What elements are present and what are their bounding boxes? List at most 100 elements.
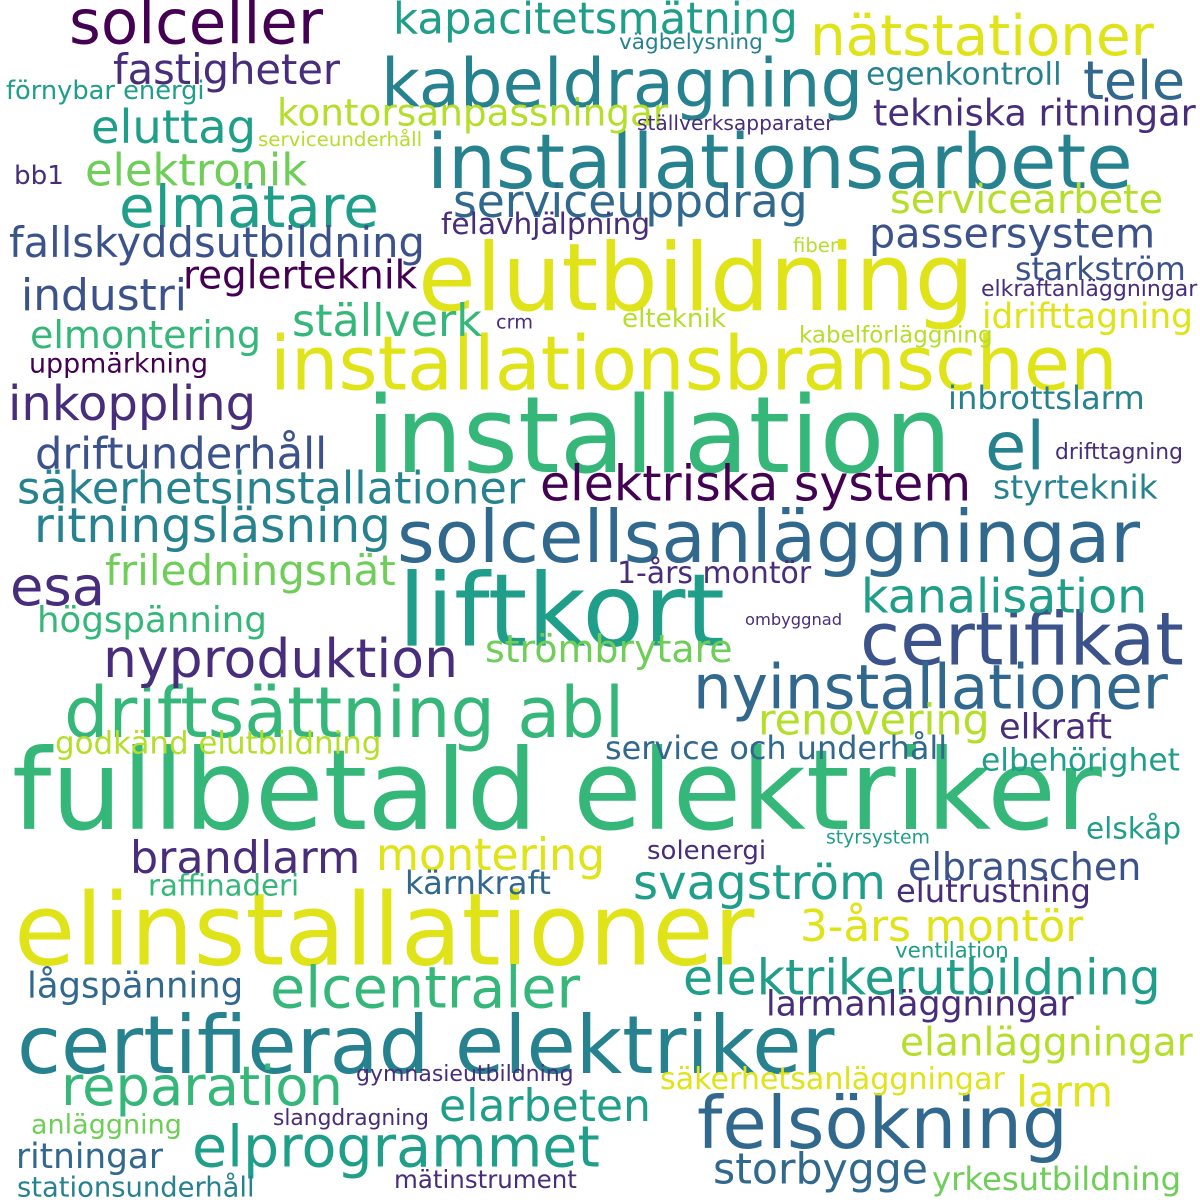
word-esa: esa [10,554,105,618]
word-elkraftanlaggningar: elkraftanläggningar [981,277,1198,302]
word-kapacitetsmatning: kapacitetsmätning [393,0,798,45]
word-fornybar-energi: förnybar energi [6,76,205,107]
word-elutbildning: elutbildning [418,224,975,334]
word-anlaggning: anläggning [31,1109,182,1141]
word-godkand-elutbildning: godkänd elutbildning [55,725,382,762]
word-3-ars-montor: 3-års montör [800,902,1084,953]
word-inkoppling: inkoppling [8,375,257,432]
word-servicearbete: servicearbete [890,177,1164,224]
word-friledningsnat: friledningsnät [105,545,396,595]
word-serviceunderhall: serviceunderhåll [258,128,423,152]
word-elprogrammet: elprogrammet [192,1114,600,1181]
word-vagbelysning: vägbelysning [619,30,763,56]
word-industri: industri [21,270,188,322]
word-ritningar: ritningar [16,1136,163,1177]
word-matinstrument: mätinstrument [394,1164,577,1194]
word-kabelforlaggning: kabelförläggning [799,322,993,349]
word-elbranschen: elbranschen [908,845,1142,889]
word-lagspanning: lågspänning [27,965,244,1007]
word-nyinstallationer: nyinstallationer [693,652,1168,724]
word-kabeldragning: kabeldragning [381,44,864,123]
word-certifikat: certifikat [860,597,1184,683]
word-brandlarm: brandlarm [130,832,361,884]
word-fastigheter: fastigheter [113,45,341,95]
word-styrteknik: styrteknik [993,467,1158,507]
word-elbehorighet: elbehörighet [981,742,1180,779]
word-sakerhetsinstallationer: säkerhetsinstallationer [17,462,526,515]
word-elteknik: elteknik [622,303,726,334]
word-elskap: elskåp [1086,811,1182,846]
word-hogspanning: högspänning [37,600,267,642]
word-montering: montering [376,829,606,881]
word-larm: larm [1016,1067,1114,1118]
word-stationsunderhall: stationsunderhåll [17,1172,255,1200]
word-elarbeten: elarbeten [439,1080,652,1132]
word-1-ars-montor: 1-års montör [617,556,812,592]
word-karnkraft: kärnkraft [405,863,551,902]
word-elinstallationer: elinstallationer [14,873,755,989]
word-elektronik: elektronik [85,144,308,197]
word-installationsarbete: installationsarbete [427,118,1133,207]
word-slangdragning: slangdragning [273,1106,429,1132]
word-drifttagning: drifttagning [1055,440,1183,466]
word-stallverksapparater: ställverksapparater [637,110,834,135]
word-solcellsanlaggningar: solcellsanläggningar [397,495,1140,580]
word-felavhjalpning: felavhjälpning [441,207,651,242]
word-kanalisation: kanalisation [861,569,1148,625]
word-felsokning: felsökning [697,1081,1068,1166]
word-renovering: renovering [758,695,990,746]
word-certifierad-elektriker: certifierad elektriker [17,998,835,1092]
word-installation: installation [366,374,952,498]
word-installationsbranschen: installationsbranschen [270,319,1118,408]
word-elmontering: elmontering [30,313,261,357]
word-elanlaggningar: elanläggningar [900,1020,1193,1066]
word-ritningslasning: ritningsläsning [34,497,391,554]
word-solenergi: solenergi [647,836,767,866]
word-driftsattning-abl: driftsättning abl [64,671,625,754]
word-elkraft: elkraft [999,706,1113,748]
word-larmanlaggningar: larmanläggningar [766,984,1074,1025]
word-service-och-underhall: service och underhåll [605,729,948,768]
word-styrsystem: styrsystem [826,827,930,849]
word-elektriska-system: elektriska system [540,455,972,513]
word-elcentraler: elcentraler [270,954,581,1022]
word-storbygge: storbygge [713,1144,928,1195]
word-svagstrom: svagström [633,854,886,911]
word-reglerteknik: reglerteknik [183,253,418,299]
word-el: el [985,407,1046,486]
word-crm: crm [496,310,533,334]
word-elektrikerutbildning: elektrikerutbildning [683,949,1161,1007]
word-fallskyddsutbildning: fallskyddsutbildning [9,218,425,268]
word-nyproduktion: nyproduktion [103,627,459,691]
word-elmatare: elmätare [119,173,379,242]
word-elutrustning: elutrustning [896,871,1091,910]
word-starkstrom: starkström [1015,252,1186,289]
word-yrkesutbildning: yrkesutbildning [932,1159,1182,1198]
word-passersystem: passersystem [869,209,1156,258]
word-kontorsanpassningar: kontorsanpassningar [277,90,669,135]
word-gymnasieutbildning: gymnasieutbildning [356,1062,574,1087]
word-inbrottslarm: inbrottslarm [948,378,1145,417]
word-ombyggnad: ombyggnad [745,609,843,629]
word-idrifttagning: idrifttagning [982,296,1193,337]
word-uppmarkning: uppmärkning [29,348,209,380]
word-strombrytare: strömbrytare [485,627,733,672]
word-tekniska-ritningar: tekniska ritningar [873,91,1196,135]
word-natstationer: nätstationer [810,3,1154,69]
word-ventilation: ventilation [895,938,1009,964]
word-fiber: fiber [793,234,838,258]
word-eluttag: eluttag [91,99,257,154]
word-fullbetald-elektriker: fullbetald elektriker [12,726,1102,857]
word-reparation: reparation [61,1054,343,1118]
word-bb1: bb1 [14,160,64,191]
word-serviceuppdrag: serviceuppdrag [453,175,808,229]
word-raffinaderi: raffinaderi [148,868,300,903]
word-liftkort: liftkort [398,551,725,670]
word-egenkontroll: egenkontroll [866,56,1062,93]
word-driftunderhall: driftunderhåll [35,429,328,480]
word-solceller: solceller [69,0,324,59]
word-tele: tele [1083,49,1186,113]
word-stallverk: ställverk [292,295,482,347]
word-sakerhetsanlaggningar: säkerhetsanläggningar [660,1061,1005,1097]
